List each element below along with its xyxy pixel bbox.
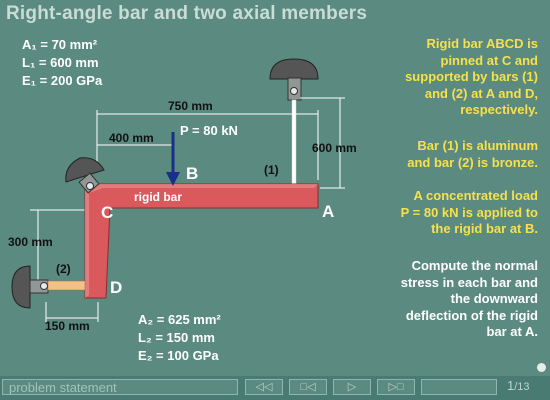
load-arrow — [166, 132, 180, 186]
description-paragraph-1: Rigid bar ABCD is pinned at C and suppor… — [405, 36, 538, 119]
dimension-600 — [300, 97, 345, 189]
bar2-length: L₂ = 150 mm — [138, 330, 215, 345]
point-b-label: B — [186, 164, 198, 183]
description-line: A concentrated load — [413, 188, 538, 203]
description-paragraph-2: Bar (1) is aluminum and bar (2) is bronz… — [407, 138, 538, 171]
description-line: respectively. — [460, 102, 538, 117]
section-selector[interactable]: problem statement — [2, 379, 238, 395]
description-line: P = 80 kN is applied to — [400, 204, 538, 220]
task-line: the downward — [450, 291, 538, 306]
description-line: and bar (2) is bronze. — [407, 154, 538, 170]
page-current: 1 — [507, 378, 515, 393]
task-line: stress in each bar and — [400, 274, 538, 290]
page-indicator: 1/13 — [507, 378, 530, 393]
point-a-label: A — [322, 202, 334, 221]
task-statement: Compute the normal stress in each bar an… — [401, 258, 538, 341]
dimension-750-label: 750 mm — [168, 99, 213, 113]
next-page-button[interactable]: ▷ — [333, 379, 371, 395]
task-line: deflection of the rigid — [405, 307, 538, 323]
previous-page-button[interactable]: □◁ — [289, 379, 327, 395]
task-line: Compute the normal — [411, 258, 538, 273]
bar1-length: L₁ = 600 mm — [22, 55, 99, 70]
dimension-300-label: 300 mm — [8, 235, 53, 249]
status-dot — [537, 363, 546, 372]
last-page-button[interactable]: ▷□ — [377, 379, 415, 395]
page-title: Right-angle bar and two axial members — [6, 3, 368, 24]
bar2-modulus: E₂ = 100 GPa — [138, 348, 219, 363]
last-page-icon: ▷□ — [388, 381, 404, 393]
description-line: and (2) at A and D, — [424, 85, 538, 101]
top-pin-support — [269, 58, 319, 101]
dimension-400-label: 400 mm — [109, 131, 154, 145]
first-page-button[interactable]: ◁◁ — [245, 379, 283, 395]
previous-page-icon: □◁ — [300, 381, 316, 393]
description-line: Bar (1) is aluminum — [417, 138, 538, 153]
bar1-properties: A₁ = 70 mm² L₁ = 600 mm E₁ = 200 GPa — [22, 36, 102, 90]
dimension-600-label: 600 mm — [312, 141, 357, 155]
dimension-750 — [96, 110, 319, 180]
description-line: supported by bars (1) — [405, 69, 538, 84]
task-line: bar at A. — [486, 324, 538, 339]
bar2-label: (2) — [56, 262, 71, 276]
dimension-150 — [45, 302, 99, 322]
load-label: P = 80 kN — [180, 123, 238, 138]
page-input[interactable] — [421, 379, 497, 395]
bar1-modulus: E₁ = 200 GPa — [22, 73, 103, 88]
description-line: the rigid bar at B. — [431, 221, 538, 236]
description-line: Rigid bar ABCD is — [426, 36, 538, 51]
bar2-properties: A₂ = 625 mm² L₂ = 150 mm E₂ = 100 GPa — [138, 311, 221, 365]
dimension-300 — [30, 209, 92, 290]
page-total: 13 — [517, 381, 530, 393]
bar-1 — [291, 99, 297, 187]
bar2-area: A₂ = 625 mm² — [138, 312, 221, 327]
rigid-bar-label: rigid bar — [134, 190, 182, 204]
description-line: pinned at C and — [440, 52, 539, 68]
description-paragraph-3: A concentrated load P = 80 kN is applied… — [401, 188, 538, 238]
section-label: problem statement — [9, 380, 117, 395]
bar-2 — [47, 280, 86, 291]
bar1-label: (1) — [264, 163, 279, 177]
next-page-icon: ▷ — [347, 381, 357, 393]
point-d-label: D — [110, 278, 122, 297]
bar1-area: A₁ = 70 mm² — [22, 37, 98, 52]
dimension-150-label: 150 mm — [45, 319, 90, 333]
point-c-label: C — [101, 203, 113, 222]
pin-support-c — [65, 157, 105, 194]
first-page-icon: ◁◁ — [255, 381, 273, 393]
left-pin-support — [11, 265, 49, 309]
